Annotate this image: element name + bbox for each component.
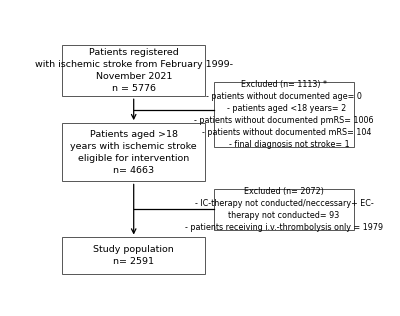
Bar — [62, 45, 205, 96]
Text: Excluded (n= 1113) *
- patients without documented age= 0
  - patients aged <18 : Excluded (n= 1113) * - patients without … — [194, 80, 374, 149]
Text: Excluded (n= 2072)
- IC-therapy not conducted/neccessary+ EC-
therapy not conduc: Excluded (n= 2072) - IC-therapy not cond… — [185, 187, 383, 232]
Bar — [214, 82, 354, 147]
Text: Patients registered
with ischemic stroke from February 1999-
November 2021
n = 5: Patients registered with ischemic stroke… — [35, 48, 233, 94]
Bar — [214, 189, 354, 230]
Bar — [62, 237, 205, 274]
Text: Patients aged >18
years with ischemic stroke
eligible for intervention
n= 4663: Patients aged >18 years with ischemic st… — [70, 130, 197, 175]
Bar — [62, 123, 205, 181]
Text: Study population
n= 2591: Study population n= 2591 — [93, 245, 174, 266]
